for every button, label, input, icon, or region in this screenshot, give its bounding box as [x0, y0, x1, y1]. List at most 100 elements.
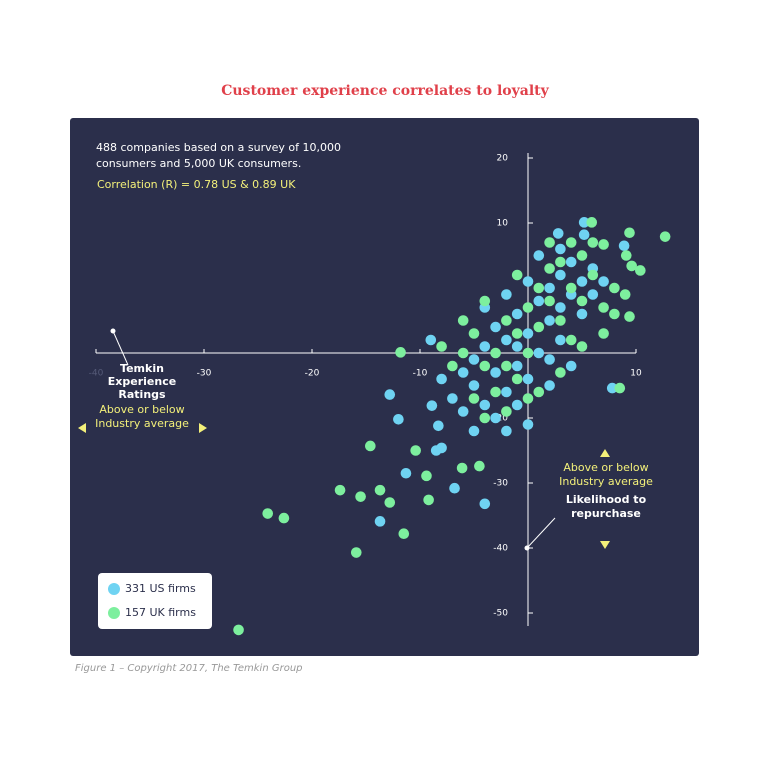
point — [624, 311, 635, 322]
point — [522, 328, 534, 339]
point — [479, 498, 491, 510]
point — [552, 228, 564, 239]
point — [374, 484, 386, 496]
point — [447, 393, 458, 404]
point — [398, 528, 410, 539]
point — [468, 425, 480, 437]
point — [374, 516, 386, 527]
point — [624, 227, 635, 239]
pointer-dot — [110, 328, 116, 334]
point — [522, 347, 534, 359]
point — [544, 354, 555, 365]
point — [555, 269, 566, 281]
point — [511, 328, 523, 339]
point — [533, 250, 545, 261]
point — [334, 484, 346, 496]
point — [479, 399, 491, 411]
pointer — [112, 330, 129, 366]
point — [555, 315, 566, 326]
point — [544, 295, 555, 307]
legend-swatch — [108, 607, 120, 619]
y-tick-label: -30 — [493, 479, 508, 489]
point — [479, 412, 491, 424]
point — [614, 382, 626, 394]
point — [598, 239, 609, 250]
x-tick-label: -20 — [305, 369, 320, 379]
point — [555, 367, 566, 378]
x-axis-label: Temkin Experience Ratings — [107, 362, 177, 401]
legend — [98, 573, 212, 629]
point — [436, 373, 447, 385]
y-tick-label: -40 — [493, 544, 508, 554]
chart-title: Customer experience correlates to loyalt… — [221, 83, 549, 99]
y-note: Above or below Industry average — [559, 461, 653, 488]
point — [511, 360, 523, 372]
point — [533, 386, 545, 398]
point — [490, 367, 501, 378]
point — [609, 308, 620, 320]
point — [423, 494, 434, 506]
x-tick-label: -40 — [89, 369, 104, 379]
point — [626, 260, 637, 272]
point — [468, 354, 480, 365]
point — [522, 373, 534, 385]
caption: Figure 1 – Copyright 2017, The Temkin Gr… — [75, 663, 303, 674]
point — [533, 321, 545, 333]
point — [598, 302, 609, 313]
point — [586, 217, 598, 228]
y-note-box: Above or below Industry average — [559, 461, 653, 488]
point — [501, 360, 512, 372]
point — [578, 217, 590, 228]
point — [544, 237, 555, 248]
point — [511, 341, 523, 352]
y-axis-label-box: Likelihood to repurchase — [565, 493, 647, 520]
point — [479, 360, 491, 372]
point — [400, 467, 412, 479]
point — [233, 624, 244, 636]
point — [522, 276, 534, 287]
point — [468, 328, 480, 339]
point — [365, 440, 376, 452]
point — [555, 256, 566, 268]
x-note: Above or below Industry average — [95, 403, 189, 430]
point — [544, 380, 555, 391]
legend-label: 331 US firms — [125, 582, 196, 595]
point — [447, 360, 458, 372]
point — [490, 386, 501, 398]
point — [490, 347, 501, 359]
point — [384, 389, 396, 400]
point — [578, 229, 590, 240]
point — [565, 334, 577, 346]
y-tick-label: 10 — [497, 219, 509, 229]
point — [421, 470, 432, 482]
point — [479, 295, 491, 307]
point — [544, 263, 555, 274]
point — [511, 373, 523, 385]
point — [449, 482, 460, 494]
point — [457, 367, 469, 378]
point — [395, 347, 406, 358]
point — [576, 250, 588, 261]
point — [262, 508, 274, 519]
annotation: Correlation (R) = 0.78 US & 0.89 UK — [97, 178, 296, 191]
point — [410, 445, 421, 456]
point — [511, 399, 523, 411]
point — [587, 237, 599, 248]
point — [544, 315, 555, 326]
point — [635, 265, 646, 276]
point — [533, 347, 545, 359]
point — [456, 462, 468, 474]
point — [555, 302, 566, 313]
point — [501, 386, 512, 398]
y-axis-label: Likelihood to repurchase — [565, 493, 647, 520]
point — [501, 406, 512, 417]
point — [425, 334, 437, 346]
point — [533, 295, 545, 307]
point — [576, 308, 588, 320]
point — [511, 269, 523, 281]
point — [350, 547, 362, 558]
point — [501, 334, 512, 346]
point — [555, 243, 566, 255]
point — [598, 276, 609, 287]
